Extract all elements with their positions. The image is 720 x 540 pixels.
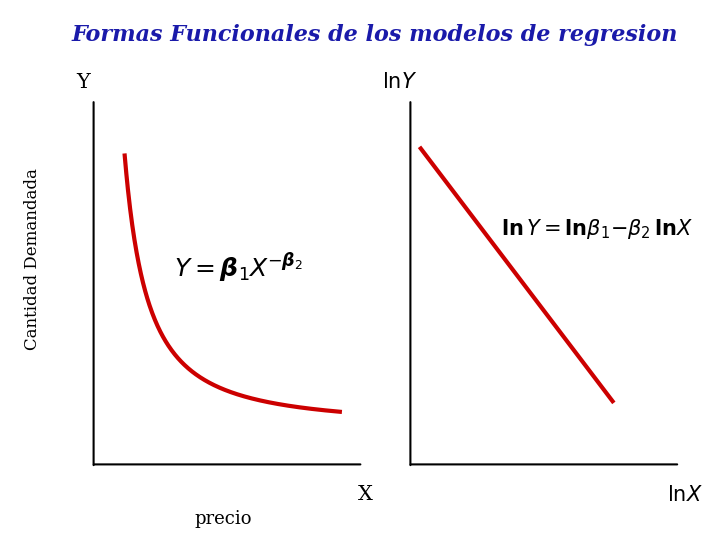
Text: Formas Funcionales de los modelos de regresion: Formas Funcionales de los modelos de reg… — [71, 24, 678, 46]
Text: precio: precio — [194, 510, 252, 528]
Text: $\mathrm{ln}X$: $\mathrm{ln}X$ — [667, 485, 703, 505]
Text: X: X — [359, 485, 373, 504]
Text: $\mathbf{\mathit{Y}} = \boldsymbol{\beta}_1\mathbf{\mathit{X}}^{-\boldsymbol{\be: $\mathbf{\mathit{Y}} = \boldsymbol{\beta… — [174, 251, 303, 285]
Text: Y: Y — [76, 73, 90, 92]
Text: Cantidad Demandada: Cantidad Demandada — [24, 168, 41, 350]
Text: $\mathrm{\mathbf{ln}}\,Y{=}\mathrm{\mathbf{ln}}\beta_1{-}\beta_2\,\mathrm{\mathb: $\mathrm{\mathbf{ln}}\,Y{=}\mathrm{\math… — [501, 217, 693, 241]
Text: $\mathrm{ln}Y$: $\mathrm{ln}Y$ — [382, 72, 418, 92]
